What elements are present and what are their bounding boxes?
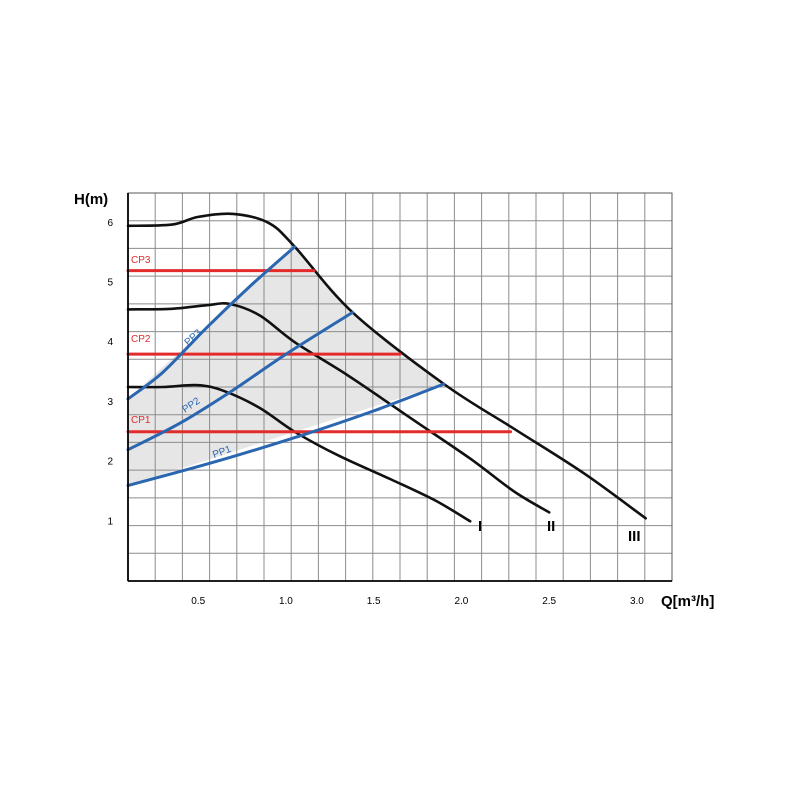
x-tick-label: 0.5 [191, 596, 205, 607]
y-tick-label: 6 [107, 218, 113, 229]
y-tick-label: 4 [107, 337, 113, 348]
series-line-pp1 [126, 382, 446, 487]
x-tick-label: 1.5 [367, 596, 381, 607]
operating-region [128, 246, 444, 486]
series-layer [126, 212, 647, 523]
x-tick-label: 1.0 [279, 596, 293, 607]
y-tick-label: 1 [107, 516, 113, 527]
annotation-ii: II [547, 518, 555, 535]
annotation-cp3: CP3 [131, 255, 151, 266]
series-line-ii [126, 302, 551, 514]
annotation-iii: III [628, 528, 641, 545]
operating-region-layer [128, 246, 444, 486]
x-tick-label: 2.0 [454, 596, 468, 607]
series-line-pp2 [126, 310, 355, 452]
axis-layer: 1 2 3 4 5 6 0.5 1.0 1.5 2.0 2.5 3.0 [107, 192, 673, 607]
series-line-pp3 [126, 245, 297, 401]
annotation-i: I [478, 518, 482, 535]
x-tick-label: 3.0 [630, 596, 644, 607]
y-tick-label: 2 [107, 457, 113, 468]
annotation-cp1: CP1 [131, 415, 151, 426]
x-axis-title: Q[m³/h] [661, 593, 714, 610]
annotation-cp2: CP2 [131, 334, 151, 345]
x-tick-label: 2.5 [542, 596, 556, 607]
y-tick-label: 3 [107, 397, 113, 408]
series-line-i [126, 383, 472, 523]
y-tick-label: 5 [107, 278, 113, 289]
y-axis-title: H(m) [74, 191, 108, 208]
